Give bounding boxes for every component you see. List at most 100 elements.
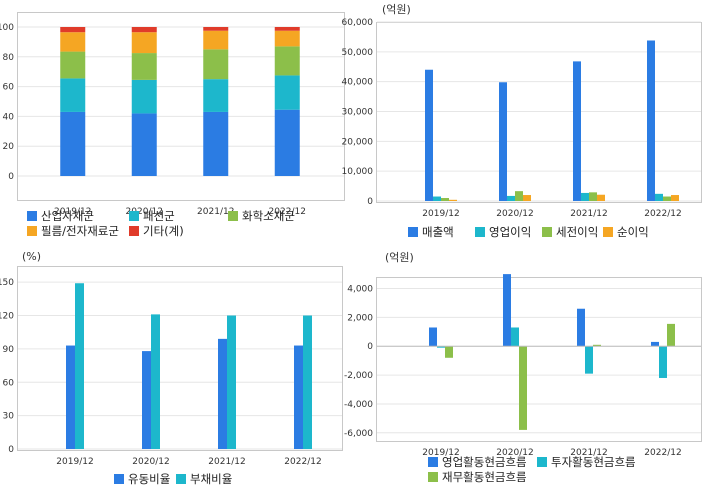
x-tick-label: 2021/12 <box>208 457 245 467</box>
bar-segment <box>131 113 157 176</box>
bar <box>511 327 519 347</box>
legend-label: 재무활동현금흐름 <box>442 470 527 484</box>
bar <box>499 82 507 201</box>
chart-4: -6,000 -4,000 -2,000 0 2,000 4,000 (억원) 2019/12… <box>344 251 702 484</box>
legend-swatch <box>428 472 438 482</box>
y-tick-label: 0 <box>367 197 373 207</box>
unit-label: (억원) <box>385 251 414 264</box>
bar <box>523 195 531 201</box>
plot-frame <box>376 277 702 442</box>
y-tick-label: 40,000 <box>342 78 374 88</box>
bar <box>303 315 312 449</box>
bar-segment <box>203 111 229 176</box>
legend-swatch <box>129 226 139 236</box>
legend-swatch <box>27 211 37 221</box>
legend-label: 세전이익 <box>556 225 598 239</box>
bar-segment <box>274 46 300 76</box>
y-tick-label: 2,000 <box>347 313 373 323</box>
y-tick-label: -4,000 <box>344 400 373 410</box>
legend-swatch <box>537 457 547 467</box>
chart-2: 0 10,000 20,000 30,000 40,000 50,000 60,000 (억원… <box>342 3 702 239</box>
y-tick-label: 100 <box>0 23 14 33</box>
bar <box>593 344 601 347</box>
y-tick-label: 40 <box>3 112 15 122</box>
unit-label: (%) <box>22 250 41 263</box>
x-tick-label: 2019/12 <box>56 457 93 467</box>
y-tick-label: -2,000 <box>344 371 373 381</box>
bar <box>573 61 581 201</box>
x-tick-label: 2019/12 <box>54 207 91 217</box>
bar-segment <box>131 32 157 54</box>
y-tick-label: 0 <box>367 342 373 352</box>
legend-label: 화학소재군 <box>242 209 295 223</box>
bar <box>581 192 589 201</box>
bar <box>647 40 655 201</box>
legend-swatch <box>603 227 613 237</box>
bar <box>671 195 679 201</box>
bar <box>577 308 585 347</box>
x-tick-label: 2020/12 <box>132 457 169 467</box>
bar <box>151 314 160 449</box>
bar-segment <box>60 27 86 33</box>
bar-segment <box>203 27 229 31</box>
legend-swatch <box>129 211 139 221</box>
bar <box>507 195 515 201</box>
legend-swatch <box>428 457 438 467</box>
legend-swatch <box>114 474 124 484</box>
bar <box>663 196 671 201</box>
y-tick-label: 120 <box>0 312 14 322</box>
bar <box>655 193 663 201</box>
bar <box>433 196 441 201</box>
legend-swatch <box>408 227 418 237</box>
y-tick-label: 20 <box>3 142 15 152</box>
bar <box>519 346 527 430</box>
bar <box>651 341 659 347</box>
legend-swatch <box>176 474 186 484</box>
y-tick-label: 0 <box>8 445 14 455</box>
legend-label: 기타(계) <box>143 224 184 238</box>
bar <box>218 338 227 449</box>
y-tick-label: 30,000 <box>342 108 374 118</box>
y-tick-label: 20,000 <box>342 137 374 147</box>
legend-swatch <box>475 227 485 237</box>
bar <box>294 345 303 449</box>
bar <box>425 69 433 201</box>
x-tick-label: 2021/12 <box>570 448 607 458</box>
y-tick-label: 60,000 <box>342 18 374 28</box>
bar <box>429 327 437 347</box>
x-tick-label: 2019/12 <box>422 448 459 458</box>
bar-segment <box>131 27 157 33</box>
bar <box>445 346 453 358</box>
y-tick-label: 30 <box>3 412 15 422</box>
legend-label: 영업활동현금흐름 <box>442 455 527 469</box>
bar-segment <box>131 53 157 80</box>
legend-label: 필름/전자재료군 <box>41 224 119 238</box>
bar <box>437 346 445 348</box>
bar <box>142 351 151 449</box>
y-tick-label: 150 <box>0 278 14 288</box>
x-tick-label: 2021/12 <box>197 207 234 217</box>
bar <box>667 323 675 347</box>
legend-swatch <box>542 227 552 237</box>
x-tick-label: 2022/12 <box>284 457 321 467</box>
legend-label: 투자활동현금흐름 <box>551 455 636 469</box>
y-tick-label: 90 <box>3 345 15 355</box>
bar <box>589 192 597 201</box>
x-tick-label: 2020/12 <box>126 207 163 217</box>
y-tick-label: 60 <box>3 83 15 93</box>
x-tick-label: 2019/12 <box>422 209 459 219</box>
y-tick-label: 60 <box>3 378 15 388</box>
x-tick-label: 2022/12 <box>644 448 681 458</box>
y-tick-label: -6,000 <box>344 429 373 439</box>
bar <box>597 194 605 201</box>
bar-segment <box>203 30 229 50</box>
legend-label: 매출액 <box>422 225 454 239</box>
chart-1: 0 20 40 60 80 100 2019/12 2020/12 2021/12 2022/12… <box>0 12 345 238</box>
bar-segment <box>60 111 86 176</box>
chart-3: 0 30 60 90 120 150 (%) 2019/12 2020/12 2021/12 202… <box>0 250 343 486</box>
x-tick-label: 2022/12 <box>644 209 681 219</box>
x-tick-label: 2022/12 <box>269 207 306 217</box>
legend-label: 패션군 <box>143 209 175 223</box>
bar <box>515 191 523 201</box>
